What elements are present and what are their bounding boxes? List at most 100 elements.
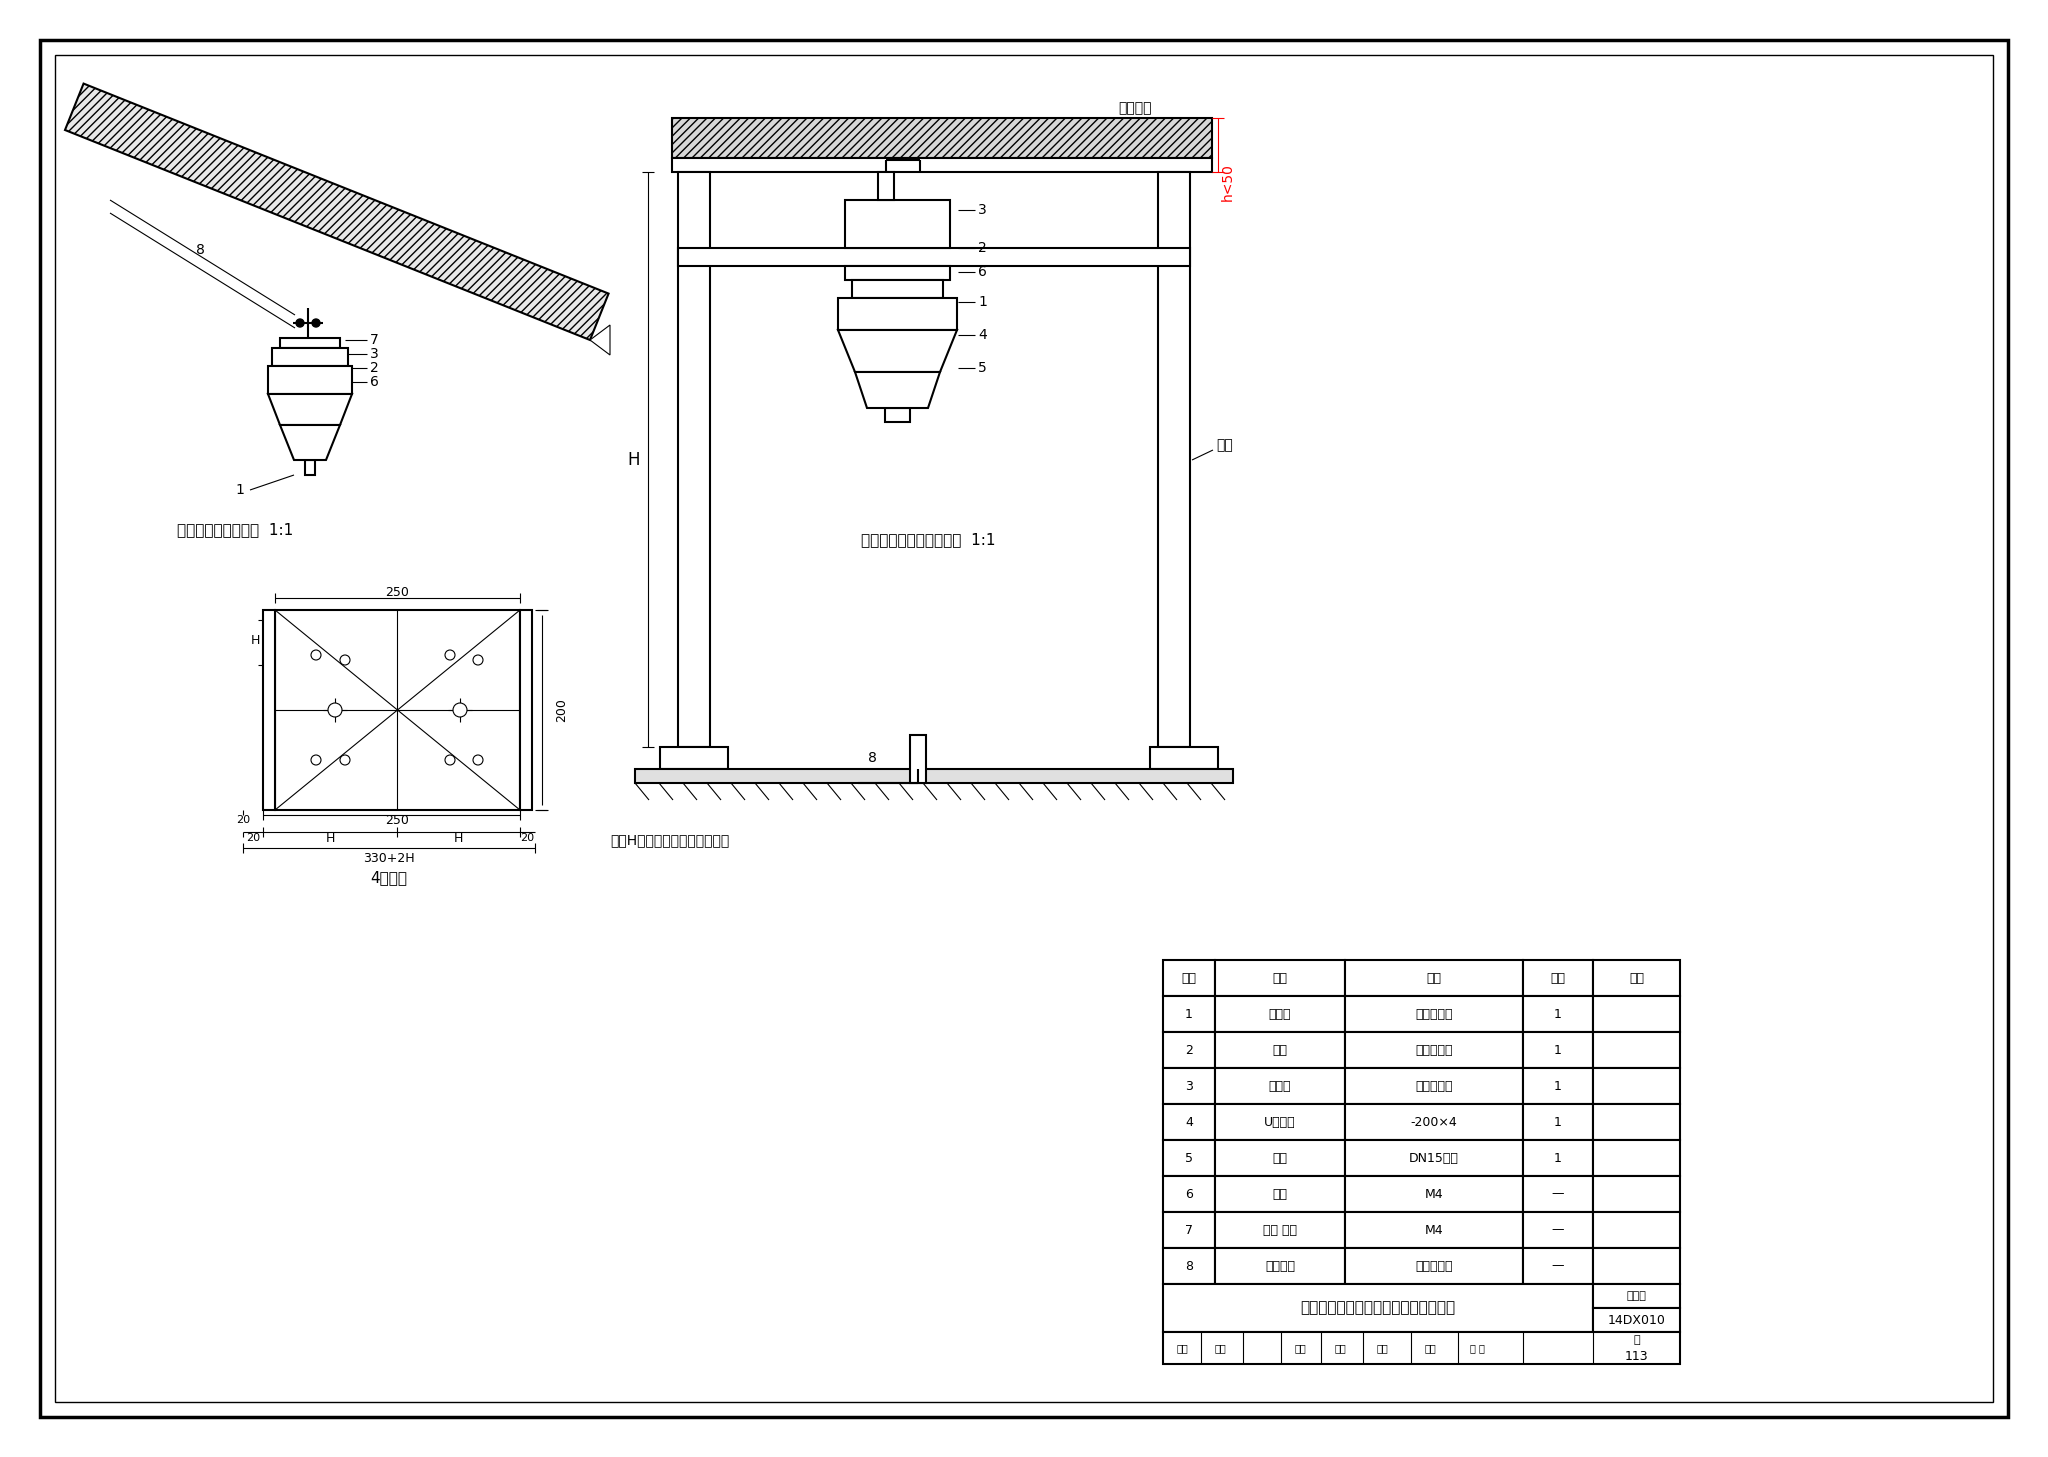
Bar [635,769,1233,782]
Text: 1: 1 [236,484,244,497]
Bar [1214,960,1346,997]
Bar [1346,960,1524,997]
Bar [672,118,1212,157]
Text: 活动地板: 活动地板 [1118,101,1151,115]
Bar [305,460,315,475]
Text: 330+2H: 330+2H [362,851,416,864]
Circle shape [340,656,350,664]
Text: —: — [1552,1224,1565,1237]
Text: 见设计选型: 见设计选型 [1415,1259,1452,1272]
Text: M4: M4 [1425,1224,1444,1237]
Text: 8: 8 [195,243,205,256]
Bar [520,610,532,810]
Text: 1: 1 [979,294,987,309]
Text: 螺钉: 螺钉 [1272,1187,1288,1201]
Circle shape [328,702,342,717]
Bar [1524,1068,1593,1104]
Bar [659,747,727,769]
Text: 8: 8 [868,750,877,765]
Text: 膨胀螺栓: 膨胀螺栓 [1266,1259,1294,1272]
Text: —: — [1552,1259,1565,1272]
Bar [1524,960,1593,997]
Text: 2: 2 [979,240,987,255]
Bar [1593,1249,1679,1284]
Bar [1346,1104,1524,1139]
Bar [1163,1068,1214,1104]
Text: 苗展: 苗展 [1333,1343,1346,1354]
Bar [1163,1104,1214,1139]
Text: 20: 20 [236,814,250,825]
Bar [838,299,956,329]
Bar [1593,1212,1679,1249]
Text: 立柱: 立柱 [1217,439,1233,452]
Bar [1593,1068,1679,1104]
Text: 200: 200 [555,698,567,721]
Text: H: H [627,452,639,469]
Circle shape [453,702,467,717]
Text: 图集号: 图集号 [1626,1291,1647,1301]
Text: 规格: 规格 [1427,972,1442,985]
Circle shape [297,319,303,326]
Text: H: H [326,832,334,845]
Text: 探测器在斜面上安装  1:1: 探测器在斜面上安装 1:1 [176,523,293,538]
Bar [678,248,1190,267]
Text: 见设计选型: 见设计选型 [1415,1007,1452,1020]
Text: 7: 7 [371,334,379,347]
Bar [1163,1212,1214,1249]
Bar [909,734,926,782]
Bar [1163,1139,1214,1176]
Text: 设计: 设计 [1423,1343,1436,1354]
Text: 113: 113 [1624,1349,1649,1362]
Circle shape [311,755,322,765]
Text: 见设计选型: 见设计选型 [1415,1080,1452,1093]
Text: 注：H由设计或现场施工确定。: 注：H由设计或现场施工确定。 [610,833,729,847]
Text: 3: 3 [371,347,379,361]
Text: —: — [1552,1187,1565,1201]
Bar [1346,1068,1524,1104]
Text: 5: 5 [979,361,987,374]
Text: 20: 20 [520,833,535,844]
Text: 汪 涛: 汪 涛 [1470,1343,1485,1354]
Text: 序号: 序号 [1182,972,1196,985]
Bar [1524,1139,1593,1176]
Bar [1593,1032,1679,1068]
Text: 6: 6 [371,374,379,389]
Bar [879,172,895,200]
Bar [1524,1212,1593,1249]
Polygon shape [281,425,340,460]
Text: h<50: h<50 [1221,163,1235,201]
Bar [1151,747,1219,769]
Bar [1214,1032,1346,1068]
Bar [1524,1176,1593,1212]
Text: 4: 4 [1186,1116,1192,1129]
Text: 接线盒: 接线盒 [1270,1080,1290,1093]
Polygon shape [590,325,610,356]
Text: 4: 4 [979,328,987,342]
Bar [1346,1139,1524,1176]
Bar [846,267,950,280]
Bar [852,280,942,299]
Bar [272,348,348,366]
Text: 1: 1 [1554,1080,1563,1093]
Text: 探测器: 探测器 [1270,1007,1290,1020]
Bar [672,157,1212,172]
Circle shape [311,650,322,660]
Polygon shape [838,329,956,372]
Text: 数量: 数量 [1550,972,1565,985]
Bar [1593,960,1679,997]
Bar [1593,1308,1679,1332]
Bar [1346,1212,1524,1249]
Bar [281,338,340,348]
Text: 名复: 名复 [1376,1343,1389,1354]
Bar [678,172,711,747]
Circle shape [473,656,483,664]
Bar [1346,1032,1524,1068]
Text: 6: 6 [979,265,987,278]
Text: H: H [453,832,463,845]
Polygon shape [854,372,940,408]
Polygon shape [66,83,608,339]
Bar [1163,960,1214,997]
Text: 探测器在斜面上、在活动地板内安装图: 探测器在斜面上、在活动地板内安装图 [1300,1301,1456,1316]
Bar [1593,1284,1679,1308]
Text: 20: 20 [246,833,260,844]
